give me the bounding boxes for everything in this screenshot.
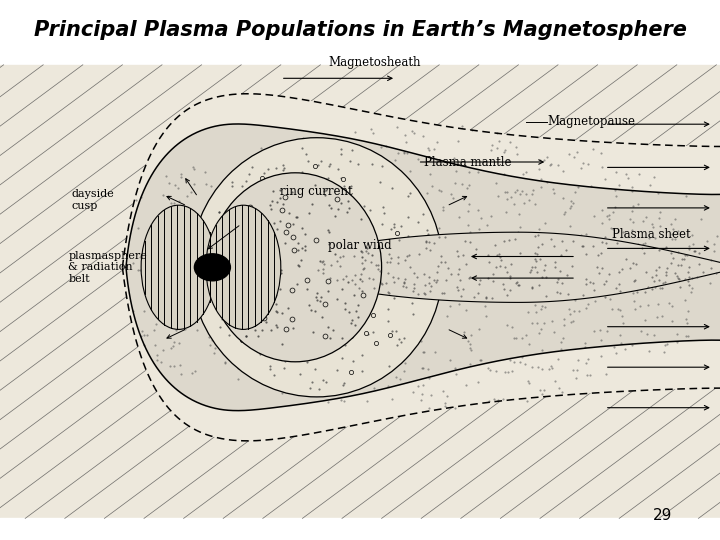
Text: ring current: ring current [281,185,353,198]
Text: dayside
cusp: dayside cusp [72,189,114,211]
Text: Plasma sheet: Plasma sheet [612,228,690,241]
Text: Plasma mantle: Plasma mantle [424,156,512,168]
Ellipse shape [206,205,281,329]
Text: 29: 29 [653,508,672,523]
Text: plasmasphere
& radiation
belt: plasmasphere & radiation belt [68,251,147,284]
Ellipse shape [209,173,382,362]
Ellipse shape [191,138,443,397]
Ellipse shape [141,205,216,329]
Polygon shape [126,124,720,410]
Text: Magnetopause: Magnetopause [547,115,635,128]
Polygon shape [302,232,720,302]
Text: Magnetosheath: Magnetosheath [328,56,420,69]
Text: Principal Plasma Populations in Earth’s Magnetosphere: Principal Plasma Populations in Earth’s … [34,19,686,40]
Circle shape [194,254,230,281]
Polygon shape [122,94,720,441]
Text: polar wind: polar wind [328,239,392,252]
